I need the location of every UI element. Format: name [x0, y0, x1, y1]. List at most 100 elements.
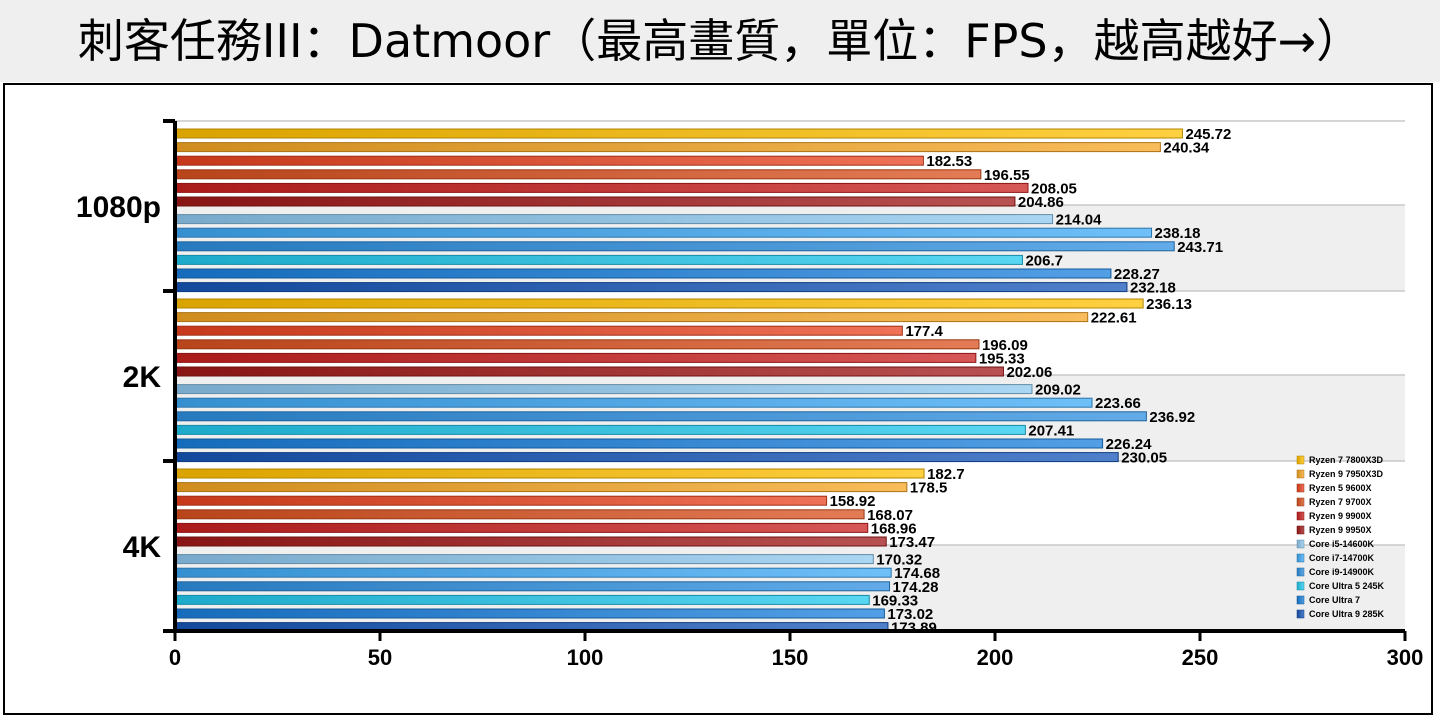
chart-title: 刺客任務III：Datmoor（最高畫質，單位：FPS，越高越好→） [77, 14, 1363, 68]
value-label-4k-ryzen-9-7950x3d: 178.5 [910, 480, 948, 497]
value-label-1080p-core-i7-14700k: 238.18 [1155, 225, 1201, 242]
bar-2k-core-ultra-9-285k [174, 452, 1119, 463]
x-tick-label-250: 250 [1182, 645, 1219, 670]
value-label-1080p-core-i9-14900k: 243.71 [1177, 239, 1223, 256]
x-tick-label-300: 300 [1387, 645, 1424, 670]
x-tick-label-200: 200 [977, 645, 1014, 670]
value-label-4k-ryzen-7-7800x3d: 182.7 [927, 466, 965, 483]
value-label-2k-ryzen-7-9700x: 196.09 [982, 337, 1028, 354]
legend-label-ryzen-5-9600x: Ryzen 5 9600X [1309, 483, 1372, 493]
value-label-1080p-core-ultra-9-285k: 232.18 [1130, 280, 1176, 297]
bar-1080p-ryzen-9-9900x [174, 182, 1029, 193]
legend-swatch-ryzen-7-9700x [1296, 497, 1305, 507]
bar-2k-core-ultra-7 [174, 438, 1104, 449]
bar-4k-ryzen-9-7950x3d [174, 482, 908, 493]
bar-1080p-core-i9-14900k [174, 241, 1175, 252]
value-label-2k-core-i9-14900k: 236.92 [1149, 409, 1195, 426]
legend-label-ryzen-7-7800x3d: Ryzen 7 7800X3D [1309, 455, 1384, 465]
legend-label-core-i7-14700k: Core i7-14700K [1309, 553, 1375, 563]
y-tick-label-4k: 4K [123, 531, 162, 564]
value-label-1080p-core-ultra-7: 228.27 [1114, 266, 1160, 283]
bar-2k-core-i5-14600k [174, 384, 1033, 395]
legend-swatch-ryzen-5-9600x [1296, 483, 1305, 493]
value-label-4k-core-ultra-5-245k: 169.33 [872, 592, 918, 609]
bar-2k-core-i7-14700k [174, 397, 1093, 408]
value-label-1080p-core-i5-14600k: 214.04 [1056, 212, 1103, 229]
legend-swatch-core-i5-14600k [1296, 539, 1305, 549]
legend-label-ryzen-7-9700x: Ryzen 7 9700X [1309, 497, 1372, 507]
legend-swatch-ryzen-7-7800x3d [1296, 455, 1305, 465]
legend-label-core-i9-14900k: Core i9-14900K [1309, 567, 1375, 577]
legend-swatch-core-ultra-5-245k [1296, 581, 1305, 591]
bar-1080p-ryzen-7-7800x3d [174, 128, 1183, 139]
value-label-2k-core-ultra-7: 226.24 [1106, 436, 1153, 453]
value-label-1080p-ryzen-7-7800x3d: 245.72 [1185, 126, 1231, 143]
bars [174, 128, 1183, 633]
value-label-2k-ryzen-9-9950x: 202.06 [1006, 364, 1052, 381]
value-label-4k-core-i5-14600k: 170.32 [876, 552, 922, 569]
bar-2k-core-ultra-5-245k [174, 424, 1026, 435]
value-label-4k-ryzen-9-9950x: 173.47 [889, 534, 935, 551]
value-label-4k-ryzen-5-9600x: 158.92 [830, 493, 876, 510]
legend-label-ryzen-9-7950x3d: Ryzen 9 7950X3D [1309, 469, 1384, 479]
bar-1080p-ryzen-9-9950x [174, 196, 1016, 207]
value-label-2k-core-i5-14600k: 209.02 [1035, 382, 1081, 399]
bar-1080p-core-ultra-5-245k [174, 254, 1023, 265]
bar-2k-ryzen-5-9600x [174, 325, 903, 336]
value-label-2k-core-ultra-5-245k: 207.41 [1028, 422, 1074, 439]
bar-4k-ryzen-9-9900x [174, 522, 869, 533]
x-tick-label-0: 0 [169, 645, 181, 670]
bar-1080p-ryzen-5-9600x [174, 155, 924, 166]
title-bar: 刺客任務III：Datmoor（最高畫質，單位：FPS，越高越好→） [0, 0, 1440, 82]
bar-2k-ryzen-9-7950x3d [174, 312, 1089, 323]
value-label-2k-ryzen-5-9600x: 177.4 [905, 323, 943, 340]
legend-swatch-core-ultra-9-285k [1296, 609, 1305, 619]
value-label-1080p-ryzen-5-9600x: 182.53 [926, 153, 972, 170]
value-label-4k-core-ultra-7: 173.02 [887, 606, 933, 623]
value-label-2k-core-i7-14700k: 223.66 [1095, 395, 1141, 412]
bar-4k-core-ultra-7 [174, 608, 885, 619]
value-label-1080p-ryzen-9-9900x: 208.05 [1031, 180, 1077, 197]
bar-chart: 1080p 2K 4K 0 50 100 150 200 250 300 245.72 236.13… [76, 119, 1424, 670]
x-tick-label-50: 50 [368, 645, 392, 670]
legend-label-ryzen-9-9950x: Ryzen 9 9950X [1309, 525, 1372, 535]
bar-2k-ryzen-7-7800x3d [174, 298, 1144, 309]
value-label-1080p-ryzen-7-9700x: 196.55 [984, 167, 1030, 184]
legend-label-core-i5-14600k: Core i5-14600K [1309, 539, 1375, 549]
legend-swatch-ryzen-9-7950x3d [1296, 469, 1305, 479]
bar-4k-ryzen-7-7800x3d [174, 468, 925, 479]
legend-swatch-core-i7-14700k [1296, 553, 1305, 563]
legend-swatch-core-ultra-7 [1296, 595, 1305, 605]
bar-1080p-core-ultra-7 [174, 268, 1112, 279]
bar-4k-ryzen-9-9950x [174, 536, 887, 547]
value-labels: 245.72 236.13 182.7 240.34 222.61 178.5 182.53… [830, 126, 1232, 637]
value-label-2k-ryzen-9-9900x: 195.33 [979, 350, 1025, 367]
value-label-1080p-core-ultra-5-245k: 206.7 [1025, 252, 1063, 269]
legend-label-ryzen-9-9900x: Ryzen 9 9900X [1309, 511, 1372, 521]
value-label-2k-ryzen-7-7800x3d: 236.13 [1146, 296, 1192, 313]
value-label-2k-core-ultra-9-285k: 230.05 [1121, 450, 1167, 467]
bar-4k-ryzen-5-9600x [174, 495, 828, 506]
legend: Ryzen 7 7800X3D Ryzen 9 7950X3D Ryzen 5 96… [1296, 455, 1385, 619]
value-label-1080p-ryzen-9-9950x: 204.86 [1018, 194, 1064, 211]
bar-1080p-ryzen-7-9700x [174, 169, 982, 180]
bar-2k-ryzen-9-9950x [174, 366, 1004, 377]
bar-2k-ryzen-9-9900x [174, 352, 977, 363]
legend-swatch-core-i9-14900k [1296, 567, 1305, 577]
y-tick-label-2k: 2K [123, 361, 162, 394]
value-label-1080p-ryzen-9-7950x3d: 240.34 [1163, 140, 1210, 157]
bar-4k-core-i5-14600k [174, 554, 874, 565]
legend-label-core-ultra-5-245k: Core Ultra 5 245K [1309, 581, 1385, 591]
bar-1080p-core-i7-14700k [174, 227, 1153, 238]
x-tick-label-100: 100 [567, 645, 604, 670]
bar-4k-ryzen-7-9700x [174, 509, 865, 520]
chart-frame: 1080p 2K 4K 0 50 100 150 200 250 300 245.72 236.13… [3, 83, 1433, 715]
bar-1080p-ryzen-9-7950x3d [174, 142, 1161, 153]
y-tick-label-1080p: 1080p [76, 191, 161, 224]
value-label-2k-ryzen-9-7950x3d: 222.61 [1091, 310, 1137, 327]
value-label-4k-core-i7-14700k: 174.68 [894, 565, 940, 582]
axes: 1080p 2K 4K 0 50 100 150 200 250 300 [76, 119, 1424, 670]
bar-4k-core-i9-14900k [174, 581, 891, 592]
bar-1080p-core-ultra-9-285k [174, 282, 1128, 293]
legend-swatch-ryzen-9-9900x [1296, 511, 1305, 521]
